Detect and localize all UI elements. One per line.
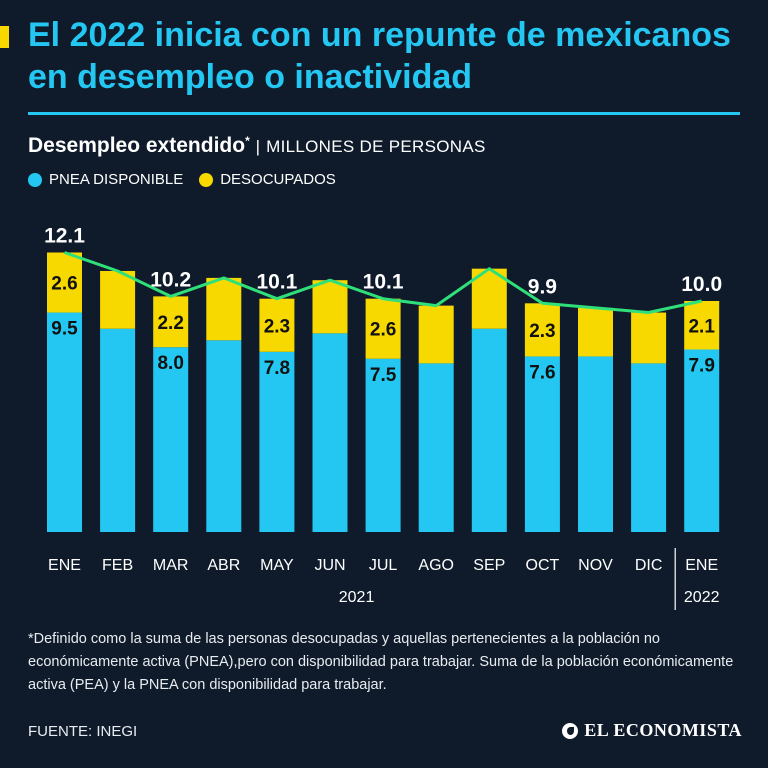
brand-logo: EL ECONOMISTA bbox=[562, 720, 742, 741]
bar-desocupados-0 bbox=[47, 252, 82, 313]
legend-label-pnea: PNEA DISPONIBLE bbox=[49, 171, 184, 188]
data-label-desocupados-2: 2.2 bbox=[157, 313, 183, 334]
bar-desocupados-7 bbox=[418, 305, 454, 364]
chart-title-footnote-mark: * bbox=[245, 134, 250, 148]
x-tick-label-4: MAY bbox=[260, 557, 294, 574]
bar-desocupados-5 bbox=[312, 280, 348, 334]
title-accent-bar bbox=[0, 26, 9, 48]
bar-pnea-12 bbox=[684, 349, 720, 532]
data-label-total-6: 10.1 bbox=[363, 271, 404, 294]
bar-pnea-8 bbox=[471, 328, 507, 532]
brand-mark-icon bbox=[562, 722, 579, 739]
bar-pnea-3 bbox=[206, 340, 242, 532]
bar-desocupados-1 bbox=[100, 270, 136, 329]
data-label-desocupados-4: 2.3 bbox=[264, 316, 290, 337]
bar-pnea-4 bbox=[259, 351, 295, 532]
bar-desocupados-8 bbox=[471, 268, 507, 329]
x-tick-label-5: JUN bbox=[314, 557, 345, 574]
bar-pnea-9 bbox=[524, 356, 560, 532]
bar-pnea-11 bbox=[631, 363, 667, 532]
year-label-0: 2021 bbox=[339, 589, 375, 606]
chart-unit: MILLONES DE PERSONAS bbox=[266, 137, 486, 156]
x-tick-label-0: ENE bbox=[48, 557, 81, 574]
x-tick-label-1: FEB bbox=[102, 557, 133, 574]
legend-dot-desocupados bbox=[199, 172, 214, 187]
bar-desocupados-10 bbox=[578, 307, 613, 357]
bar-pnea-6 bbox=[365, 358, 401, 532]
source-label: FUENTE: INEGI bbox=[28, 723, 138, 740]
legend-item-desocupados: DESOCUPADOS bbox=[199, 171, 336, 188]
data-label-pnea-2: 8.0 bbox=[157, 353, 183, 374]
bar-desocupados-6 bbox=[365, 298, 401, 359]
bar-pnea-5 bbox=[312, 333, 348, 532]
data-label-total-12: 10.0 bbox=[681, 273, 722, 296]
chart-title: Desempleo extendido bbox=[28, 134, 246, 157]
x-tick-label-3: ABR bbox=[207, 557, 240, 574]
year-label-1: 2022 bbox=[684, 589, 720, 606]
bar-pnea-0 bbox=[47, 312, 82, 532]
chart-legend: PNEA DISPONIBLE DESOCUPADOS bbox=[28, 171, 352, 188]
bar-pnea-2 bbox=[153, 347, 189, 532]
data-label-pnea-4: 7.8 bbox=[264, 358, 290, 379]
x-tick-label-8: SEP bbox=[473, 557, 505, 574]
x-tick-label-10: NOV bbox=[578, 557, 613, 574]
x-tick-label-2: MAR bbox=[153, 557, 189, 574]
footnote: *Definido como la suma de las personas d… bbox=[28, 631, 734, 693]
chart-separator: | bbox=[255, 137, 261, 156]
data-label-desocupados-0: 2.6 bbox=[51, 274, 77, 295]
legend-dot-pnea bbox=[28, 172, 42, 187]
data-label-pnea-6: 7.5 bbox=[370, 365, 397, 386]
x-tick-label-12: ENE bbox=[685, 557, 718, 574]
bar-pnea-1 bbox=[100, 328, 136, 532]
data-label-desocupados-9: 2.3 bbox=[529, 321, 555, 342]
x-tick-label-11: DIC bbox=[635, 557, 663, 574]
page-title: El 2022 inicia con un repunte de mexican… bbox=[28, 16, 731, 96]
data-label-total-9: 9.9 bbox=[528, 275, 557, 298]
bar-pnea-10 bbox=[578, 356, 613, 532]
data-label-pnea-12: 7.9 bbox=[688, 356, 714, 377]
bar-desocupados-3 bbox=[206, 277, 242, 341]
bar-desocupados-2 bbox=[153, 296, 189, 348]
brand-name: EL ECONOMISTA bbox=[584, 720, 742, 740]
total-line bbox=[64, 251, 703, 314]
legend-label-desocupados: DESOCUPADOS bbox=[220, 171, 336, 188]
bar-desocupados-11 bbox=[631, 312, 667, 364]
x-tick-label-7: AGO bbox=[418, 557, 454, 574]
data-label-desocupados-6: 2.6 bbox=[370, 320, 396, 341]
data-label-desocupados-12: 2.1 bbox=[688, 316, 715, 337]
data-label-total-0: 12.1 bbox=[44, 224, 85, 247]
data-label-total-4: 10.1 bbox=[256, 271, 297, 294]
bar-desocupados-12 bbox=[684, 301, 720, 350]
data-label-total-2: 10.2 bbox=[150, 268, 191, 291]
data-label-pnea-9: 7.6 bbox=[529, 362, 555, 383]
bar-desocupados-9 bbox=[524, 303, 560, 357]
legend-item-pnea: PNEA DISPONIBLE bbox=[28, 171, 183, 188]
data-label-pnea-0: 9.5 bbox=[51, 319, 78, 340]
chart-subtitle: Desempleo extendido* | MILLONES DE PERSO… bbox=[28, 134, 486, 158]
title-divider bbox=[28, 112, 740, 115]
x-tick-label-6: JUL bbox=[369, 557, 398, 574]
x-tick-label-9: OCT bbox=[526, 557, 560, 574]
bar-desocupados-4 bbox=[259, 298, 295, 352]
bar-pnea-7 bbox=[418, 363, 454, 532]
